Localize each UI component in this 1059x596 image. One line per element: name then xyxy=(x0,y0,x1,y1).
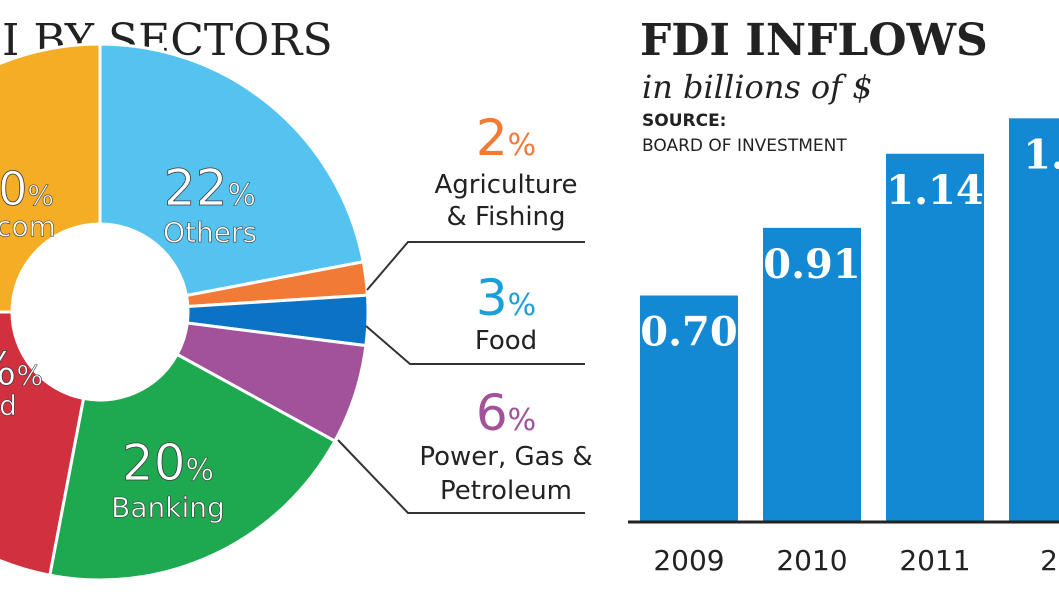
pie-slice-d xyxy=(0,310,86,578)
bar-2010 xyxy=(763,227,861,521)
bar-value-label-20: 1.2 xyxy=(1023,131,1059,178)
bar-value-label-2010: 0.91 xyxy=(763,241,860,288)
leader-line-food xyxy=(365,325,585,365)
pie-pct-label-banking: 20% xyxy=(122,434,214,492)
leader-line-agriculture-fishing xyxy=(366,241,585,291)
callout-pct-power-gas-petroleum: 6% xyxy=(476,384,536,442)
pie-pct-label-com: 0% xyxy=(0,162,54,216)
bar-20 xyxy=(1009,118,1059,522)
small-slice-callouts: 2%Agriculture& Fishing 3%Food 6%Power, Gas… xyxy=(337,109,593,514)
bar-value-label-2009: 0.70 xyxy=(640,309,737,356)
bar-chart: 0.70 2009 0.91 2010 1.14 2011 1.2 20 xyxy=(628,118,1059,577)
bar-chart-subtitle: in billions of $ xyxy=(642,68,873,106)
callout-name-food-line-1: Food xyxy=(475,326,537,356)
bar-value-label-2011: 1.14 xyxy=(886,167,983,214)
x-tick-label-2009: 2009 xyxy=(653,544,724,577)
callout-name-agriculture-fishing-line-1: Agriculture xyxy=(435,170,578,200)
callout-name-agriculture-fishing-line-2: & Fishing xyxy=(446,202,565,232)
bar-2011 xyxy=(886,153,984,521)
callout-name-power-gas-petroleum-line-1: Power, Gas & xyxy=(419,442,592,472)
x-tick-label-2011: 2011 xyxy=(899,544,970,577)
pie-name-label-banking: Banking xyxy=(111,491,225,524)
fdi-inflows-panel: FDI INFLOWS in billions of $ SOURCE: BOA… xyxy=(628,15,1059,577)
x-tick-label-20: 20 xyxy=(1040,544,1059,577)
bar-chart-title: FDI INFLOWS xyxy=(640,15,988,66)
callout-pct-agriculture-fishing: 2% xyxy=(476,109,536,167)
bar-2009 xyxy=(640,295,738,521)
pie-name-label-d: d xyxy=(0,389,17,422)
leader-line-power-gas-petroleum xyxy=(337,439,585,514)
pie-slice-others xyxy=(98,42,366,298)
pie-pct-label-d: %% xyxy=(0,342,43,396)
sector-pie-panel: I BY SECTORS 22%Others20%Banking%%d0%com… xyxy=(0,15,593,582)
pie-slice-com xyxy=(0,42,102,314)
source-text: BOARD OF INVESTMENT xyxy=(642,136,847,156)
pie-slice-banking xyxy=(48,352,337,582)
pie-name-label-others: Others xyxy=(163,216,257,249)
pie-chart: 22%Others 20%Banking%%d 0%com xyxy=(0,42,370,582)
callout-name-power-gas-petroleum-line-2: Petroleum xyxy=(440,476,572,506)
source-label: SOURCE: xyxy=(642,111,726,131)
callout-pct-food: 3% xyxy=(476,269,536,327)
pie-pct-label-others: 22% xyxy=(164,159,256,217)
x-tick-label-2010: 2010 xyxy=(776,544,847,577)
pie-name-label-com: com xyxy=(0,210,56,243)
